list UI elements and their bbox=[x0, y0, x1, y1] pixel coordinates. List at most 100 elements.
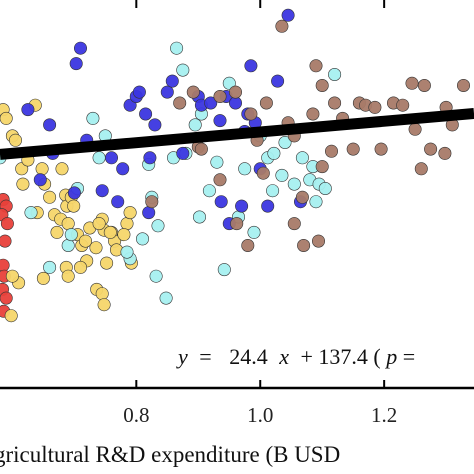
data-point-brown-42 bbox=[414, 162, 428, 176]
data-point-brown-38 bbox=[311, 234, 325, 248]
data-point-cyan-33 bbox=[309, 195, 323, 209]
data-points bbox=[0, 8, 470, 323]
data-point-brown-4 bbox=[213, 90, 227, 104]
data-point-gold-47 bbox=[92, 217, 106, 231]
data-point-cyan-35 bbox=[318, 182, 332, 196]
data-point-blue-15 bbox=[148, 118, 162, 132]
data-point-blue-36 bbox=[235, 199, 249, 213]
data-point-blue-16 bbox=[160, 85, 174, 99]
data-point-blue-38 bbox=[74, 41, 88, 55]
data-point-brown-27 bbox=[417, 79, 431, 93]
data-point-cyan-7 bbox=[92, 151, 106, 165]
data-point-brown-16 bbox=[324, 144, 338, 158]
data-point-cyan-30 bbox=[295, 151, 309, 165]
data-point-blue-0 bbox=[21, 103, 35, 117]
data-point-blue-21 bbox=[213, 114, 227, 128]
data-point-blue-30 bbox=[271, 74, 285, 88]
data-point-blue-31 bbox=[281, 8, 295, 22]
data-point-blue-23 bbox=[229, 96, 243, 110]
data-point-cyan-23 bbox=[238, 162, 252, 176]
x-axis-label: gricultural R&D expenditure (B USD bbox=[0, 442, 340, 467]
data-point-blue-29 bbox=[261, 199, 275, 213]
data-point-blue-1 bbox=[33, 173, 47, 187]
data-point-brown-3 bbox=[194, 142, 208, 156]
data-point-brown-1 bbox=[173, 96, 187, 110]
data-point-gold-37 bbox=[4, 309, 18, 323]
equation-equals: = bbox=[199, 344, 211, 369]
data-point-cyan-38 bbox=[159, 291, 173, 305]
trend-line bbox=[0, 108, 474, 160]
data-point-cyan-4 bbox=[64, 228, 78, 242]
data-point-blue-7 bbox=[105, 151, 119, 165]
data-point-brown-31 bbox=[456, 79, 470, 93]
data-point-cyan-16 bbox=[176, 63, 190, 77]
equation-intercept: + 137.4 ( bbox=[300, 344, 380, 369]
data-point-gold-19 bbox=[67, 199, 81, 213]
data-point-blue-8 bbox=[111, 195, 125, 209]
data-point-gold-12 bbox=[50, 225, 64, 239]
data-point-blue-13 bbox=[139, 107, 153, 121]
data-point-cyan-37 bbox=[149, 269, 163, 283]
data-point-cyan-39 bbox=[217, 263, 231, 277]
data-point-brown-40 bbox=[230, 217, 244, 231]
x-axis-ticks: 0.8 1.0 1.2 bbox=[123, 0, 397, 427]
data-point-gold-25 bbox=[89, 241, 103, 255]
data-point-gold-44 bbox=[97, 298, 111, 312]
data-point-cyan-36 bbox=[328, 68, 342, 82]
data-point-gold-3 bbox=[9, 133, 22, 147]
data-point-brown-28 bbox=[424, 142, 438, 156]
data-point-brown-17 bbox=[328, 96, 342, 110]
data-point-cyan-11 bbox=[136, 232, 150, 246]
data-point-brown-25 bbox=[405, 76, 419, 90]
x-tick-label-2: 1.2 bbox=[371, 403, 397, 427]
data-point-blue-26 bbox=[244, 59, 258, 73]
data-point-gold-40 bbox=[61, 269, 75, 283]
data-point-brown-12 bbox=[295, 190, 309, 204]
data-point-brown-36 bbox=[287, 217, 301, 231]
data-point-brown-6 bbox=[244, 107, 258, 121]
data-point-cyan-17 bbox=[188, 118, 202, 132]
data-point-gold-36 bbox=[5, 269, 19, 283]
data-point-blue-20 bbox=[204, 96, 218, 110]
data-point-red-4 bbox=[0, 234, 12, 248]
data-point-gold-22 bbox=[79, 234, 93, 248]
data-point-brown-9 bbox=[259, 96, 273, 110]
data-point-gold-43 bbox=[95, 287, 109, 301]
data-point-brown-13 bbox=[306, 107, 320, 121]
data-point-red-3 bbox=[0, 217, 14, 231]
data-point-brown-14 bbox=[309, 59, 323, 73]
trend-line-group bbox=[0, 108, 474, 160]
data-point-gold-33 bbox=[123, 206, 137, 220]
data-point-blue-35 bbox=[214, 195, 228, 209]
data-point-brown-15 bbox=[315, 79, 329, 93]
data-point-brown-29 bbox=[438, 146, 452, 160]
data-point-cyan-2 bbox=[43, 260, 57, 274]
equation-x: x bbox=[278, 344, 289, 369]
data-point-cyan-6 bbox=[86, 111, 100, 125]
data-point-brown-39 bbox=[241, 239, 255, 253]
data-point-red-5 bbox=[0, 258, 10, 272]
data-point-brown-21 bbox=[368, 100, 382, 114]
data-point-cyan-29 bbox=[287, 177, 301, 191]
data-point-brown-0 bbox=[145, 195, 159, 209]
data-point-gold-45 bbox=[103, 225, 117, 239]
equation-y: y bbox=[176, 344, 188, 369]
data-point-brown-35 bbox=[275, 19, 289, 33]
data-point-gold-17 bbox=[61, 217, 75, 231]
data-point-cyan-14 bbox=[151, 219, 165, 233]
data-point-brown-43 bbox=[315, 160, 329, 174]
x-tick-label-1: 1.0 bbox=[247, 403, 273, 427]
data-point-blue-14 bbox=[142, 206, 156, 220]
data-point-gold-32 bbox=[120, 217, 134, 231]
data-point-blue-4 bbox=[67, 186, 81, 200]
data-point-gold-31 bbox=[110, 243, 124, 257]
data-point-gold-38 bbox=[36, 271, 50, 285]
data-point-brown-26 bbox=[408, 122, 422, 136]
data-point-gold-5 bbox=[16, 177, 30, 191]
data-point-cyan-28 bbox=[275, 168, 289, 182]
data-point-cyan-10 bbox=[120, 245, 134, 259]
data-point-blue-6 bbox=[95, 184, 109, 198]
data-point-cyan-41 bbox=[193, 210, 207, 224]
data-point-blue-37 bbox=[143, 151, 157, 165]
data-point-blue-33 bbox=[176, 146, 190, 160]
